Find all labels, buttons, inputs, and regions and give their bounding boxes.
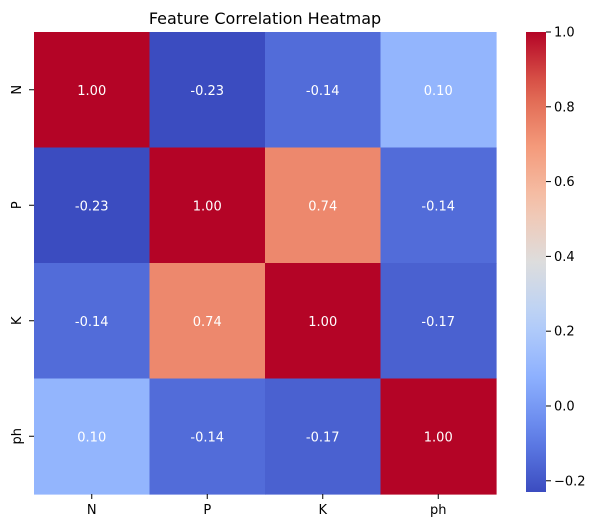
cell-value-label: -0.23 <box>190 84 224 99</box>
colorbar-tick-label: 1.0 <box>554 26 575 41</box>
cell-value-label: -0.17 <box>306 430 340 445</box>
y-tick-label: P <box>10 201 25 209</box>
y-tick-label: N <box>10 85 25 95</box>
heatmap-cell <box>34 378 151 495</box>
cell-value-label: 1.00 <box>308 315 337 330</box>
heatmap-cells <box>34 32 497 495</box>
heatmap-cell <box>34 263 151 380</box>
heatmap-cell <box>380 378 497 495</box>
chart-title: Feature Correlation Heatmap <box>149 9 381 28</box>
x-tick-label: P <box>203 503 211 518</box>
heatmap-cell <box>265 378 382 495</box>
heatmap-cell <box>34 32 151 149</box>
heatmap-cell <box>265 32 382 149</box>
heatmap-annotations: 1.00 -0.23 -0.14 0.10 -0.23 1.00 0.74 -0.14 -0.1… <box>75 84 455 446</box>
cell-value-label: 0.74 <box>193 315 222 330</box>
cell-value-label: 1.00 <box>77 84 106 99</box>
colorbar-tick-label: −0.2 <box>554 474 586 489</box>
heatmap-cell <box>380 263 497 380</box>
colorbar-tick-label: 0.8 <box>554 100 575 115</box>
heatmap-cell <box>380 147 497 264</box>
heatmap-cell <box>265 263 382 380</box>
y-tick-label: ph <box>10 428 25 445</box>
heatmap-cell <box>149 378 266 495</box>
heatmap-cell <box>34 147 151 264</box>
heatmap-cell <box>149 147 266 264</box>
heatmap-cell <box>149 263 266 380</box>
heatmap-cell <box>380 32 497 149</box>
colorbar-gradient <box>526 32 546 492</box>
x-tick-label: ph <box>430 503 447 518</box>
cell-value-label: 1.00 <box>193 199 222 214</box>
cell-value-label: 0.74 <box>308 199 337 214</box>
colorbar: −0.2 0.0 0.2 0.4 0.6 0.8 1.0 <box>526 26 586 492</box>
heatmap-cell <box>149 32 266 149</box>
cell-value-label: 1.00 <box>424 430 453 445</box>
heatmap-cell <box>265 147 382 264</box>
colorbar-tick-label: 0.0 <box>554 399 575 414</box>
x-tick-label: K <box>318 503 327 518</box>
cell-value-label: -0.14 <box>306 84 340 99</box>
cell-value-label: 0.10 <box>77 430 106 445</box>
cell-value-label: -0.14 <box>190 430 224 445</box>
y-tick-label: K <box>10 316 25 325</box>
x-tick-label: N <box>87 503 97 518</box>
colorbar-tick-label: 0.6 <box>554 175 575 190</box>
cell-value-label: 0.10 <box>424 84 453 99</box>
cell-value-label: -0.23 <box>75 199 109 214</box>
cell-value-label: -0.14 <box>75 315 109 330</box>
colorbar-tick-label: 0.4 <box>554 250 575 265</box>
cell-value-label: -0.17 <box>421 315 455 330</box>
colorbar-tick-label: 0.2 <box>554 325 575 340</box>
cell-value-label: -0.14 <box>421 199 455 214</box>
y-axis: N P Kph <box>10 85 34 445</box>
